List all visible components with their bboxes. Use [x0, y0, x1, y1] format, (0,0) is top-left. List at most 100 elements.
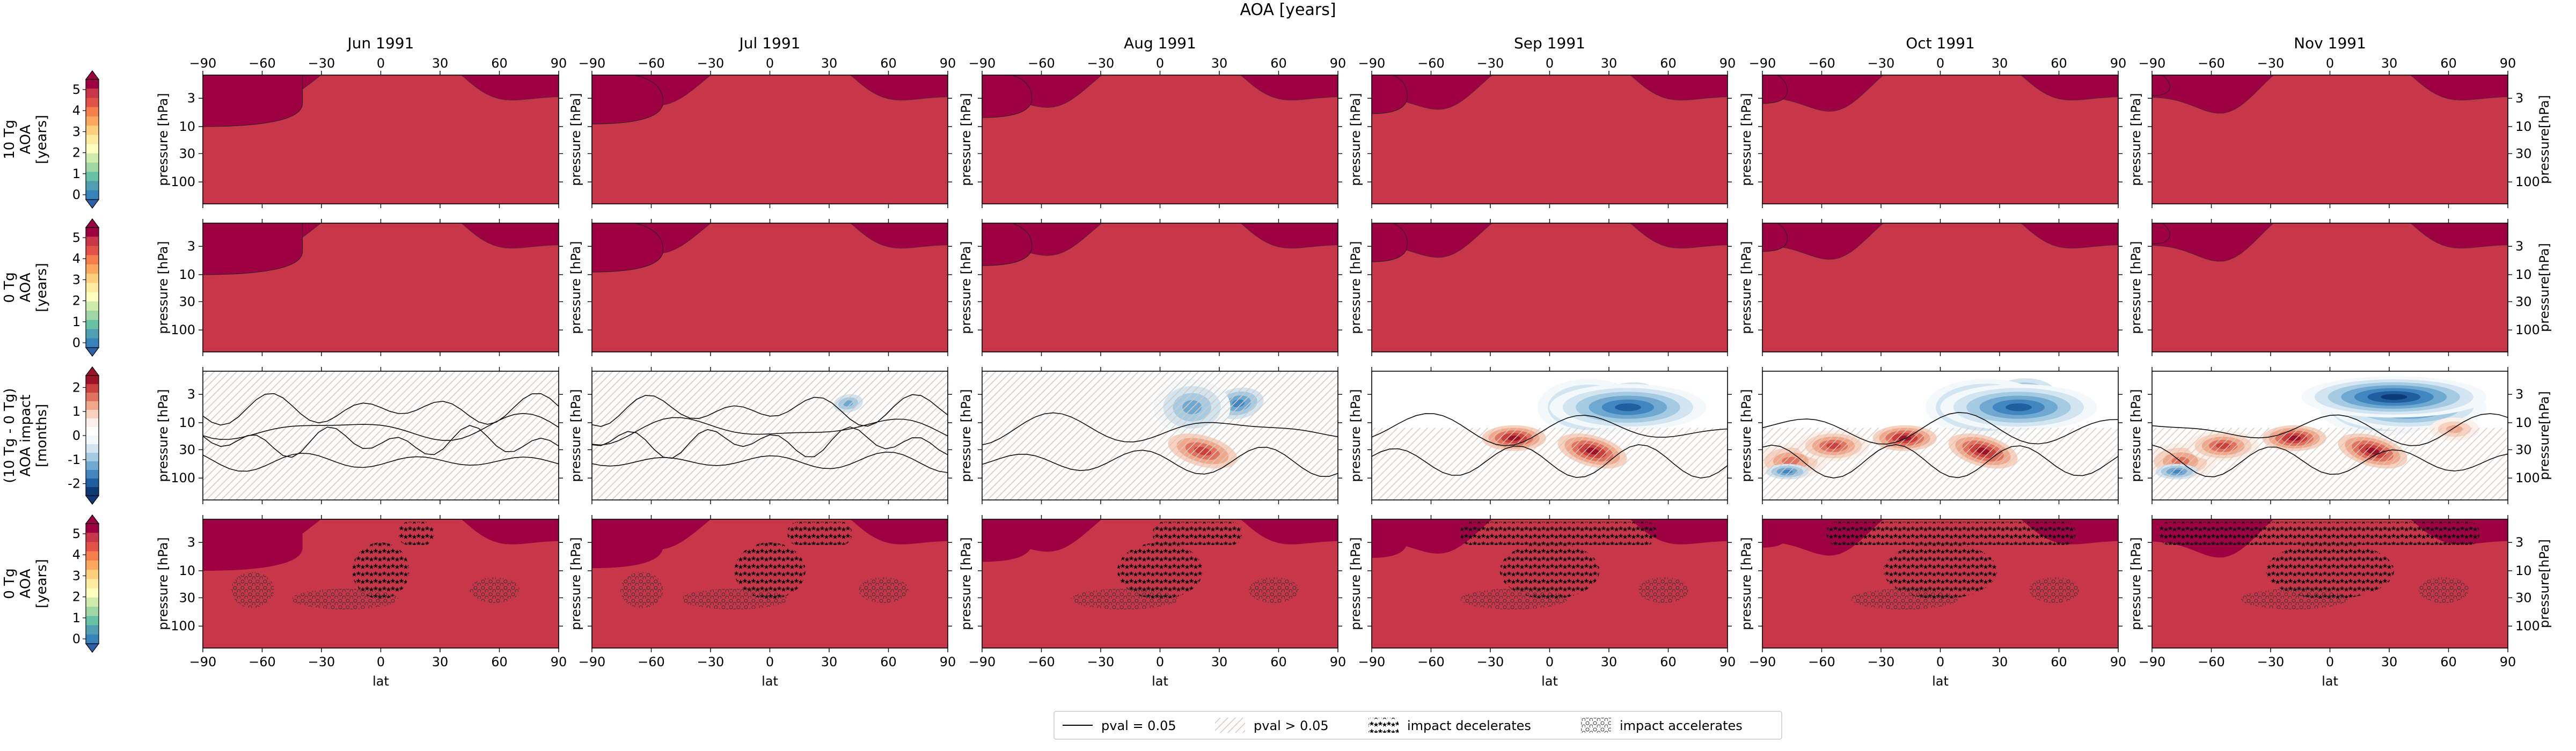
panel-row3-4: pressure [hPa]	[1348, 367, 1732, 504]
x-axis-label: lat	[1152, 674, 1168, 689]
lat-tick-label: 0	[1156, 654, 1164, 669]
y-axis-label: pressure [hPa]	[568, 389, 583, 482]
y-axis-label: pressure [hPa]	[568, 241, 583, 334]
lat-tick-label: 90	[2500, 654, 2516, 669]
pressure-tick-label: 100	[171, 322, 195, 337]
lat-tick-label: 90	[1719, 654, 1736, 669]
lat-tick-label: 90	[940, 56, 956, 71]
colorbar-tick-label: 4	[72, 103, 80, 118]
lat-tick-label: −90	[969, 654, 996, 669]
y-axis-label: pressure [hPa]	[2128, 537, 2143, 630]
y-axis-label: pressure [hPa]	[1739, 537, 1754, 630]
legend-label: impact accelerates	[1620, 718, 1743, 733]
colorbar-tick-label: 4	[72, 547, 80, 562]
legend-item: impact decelerates	[1368, 718, 1531, 733]
x-axis-label: lat	[1932, 674, 1949, 689]
panel-row3-6: 3 10 30 100 pressure [hPa] pressure[hPa]	[2128, 367, 2552, 504]
lat-tick-label: 30	[1211, 56, 1228, 71]
pressure-tick-label: 30	[2515, 442, 2532, 457]
lat-tick-label: 30	[432, 56, 449, 71]
lat-tick-label: 90	[2110, 56, 2127, 71]
y-axis-label: pressure [hPa]	[1348, 389, 1363, 482]
column-title: Oct 1991	[1906, 34, 1975, 52]
colorbar-label: (10 Tg - 0 Tg)AOA impact[months]	[2, 388, 50, 483]
colorbar-tick-label: -2	[68, 476, 80, 491]
colorbar-tick-label: 3	[72, 124, 80, 139]
column-title: Nov 1991	[2294, 34, 2366, 52]
legend-item: impact accelerates	[1581, 718, 1743, 733]
lat-tick-label: −30	[308, 654, 335, 669]
colorbar-label: 0 TgAOA[years]	[2, 263, 50, 312]
pressure-tick-label: 3	[187, 535, 195, 550]
legend-label: impact decelerates	[1407, 718, 1531, 733]
lat-tick-label: −90	[189, 654, 217, 669]
colorbar-row3: -2 -1 0 1 2 (10 Tg - 0 Tg)AOA impact[months]	[2, 366, 100, 505]
pressure-tick-label: 3	[2515, 239, 2523, 254]
panel-row2-6: 3 10 30 100 pressure [hPa] pressure[hPa]	[2128, 219, 2552, 356]
legend-label: pval > 0.05	[1254, 718, 1329, 733]
lat-tick-label: −30	[2257, 654, 2285, 669]
pressure-tick-label: 3	[2515, 535, 2523, 550]
lat-tick-label: −60	[248, 654, 276, 669]
x-axis-label: lat	[2322, 674, 2338, 689]
lat-tick-label: −60	[1808, 56, 1835, 71]
pressure-tick-label: 30	[179, 590, 195, 605]
lat-tick-label: −90	[1358, 654, 1386, 669]
pressure-tick-label: 10	[179, 119, 195, 134]
panel-row4-3: −90 −60 −30 0 30 60 90 pressure [hPa] lat	[958, 515, 1346, 689]
lat-tick-label: −60	[1028, 654, 1055, 669]
pressure-tick-label: 3	[2515, 387, 2523, 402]
lat-tick-label: −90	[1749, 56, 1776, 71]
lat-tick-label: 0	[377, 654, 385, 669]
column-title: Aug 1991	[1124, 34, 1196, 52]
lat-tick-label: 0	[377, 56, 385, 71]
lat-tick-label: −30	[1087, 654, 1115, 669]
lat-tick-label: 60	[1270, 56, 1287, 71]
y-axis-label: pressure [hPa]	[1348, 537, 1363, 630]
legend-item: pval = 0.05	[1063, 718, 1176, 733]
lat-tick-label: 30	[1992, 654, 2008, 669]
panel-row3-3: pressure [hPa]	[958, 367, 1342, 504]
y-axis-label: pressure [hPa]	[2128, 241, 2143, 334]
lat-tick-label: −60	[248, 56, 276, 71]
panel-row1-2: −90 −60 −30 0 30 60 90 pressure [hPa] Jul 1991	[568, 34, 956, 208]
lat-tick-label: 0	[1936, 56, 1944, 71]
colorbar-tick-label: 0	[72, 335, 80, 350]
lat-tick-label: 90	[1330, 654, 1346, 669]
colorbar-label: 10 TgAOA[years]	[2, 115, 50, 164]
panel-row4-2: −90 −60 −30 0 30 60 90 pressure [hPa] lat	[568, 515, 956, 689]
x-axis-label: lat	[762, 674, 778, 689]
y-axis-label: pressure [hPa]	[1739, 93, 1754, 186]
y-axis-label-right: pressure[hPa]	[2537, 243, 2552, 332]
lat-tick-label: −60	[1028, 56, 1055, 71]
legend-label: pval = 0.05	[1101, 718, 1176, 733]
lat-tick-label: 0	[2326, 654, 2334, 669]
y-axis-label-right: pressure[hPa]	[2537, 539, 2552, 628]
column-title: Jul 1991	[738, 34, 801, 52]
pressure-tick-label: 10	[2515, 563, 2532, 578]
pressure-tick-label: 3	[2515, 91, 2523, 106]
y-axis-label: pressure [hPa]	[568, 537, 583, 630]
colorbar-tick-label: 2	[72, 145, 80, 160]
y-axis-label: pressure [hPa]	[2128, 389, 2143, 482]
panel-row1-3: −90 −60 −30 0 30 60 90 pressure [hPa] Aug 1991	[958, 34, 1346, 208]
lat-tick-label: −90	[1358, 56, 1386, 71]
lat-tick-label: 30	[2381, 654, 2398, 669]
lat-tick-label: −60	[1417, 56, 1445, 71]
pressure-tick-label: 3	[187, 387, 195, 402]
x-axis-label: lat	[372, 674, 389, 689]
pressure-tick-label: 30	[2515, 146, 2532, 161]
y-axis-label: pressure [hPa]	[1348, 241, 1363, 334]
pressure-tick-label: 100	[171, 619, 195, 634]
panel-row1-5: −90 −60 −30 0 30 60 90 pressure [hPa] Oct 1991	[1739, 34, 2126, 208]
pressure-tick-label: 100	[2515, 470, 2540, 485]
lat-tick-label: −30	[2257, 56, 2285, 71]
lat-tick-label: −30	[1477, 56, 1504, 71]
pressure-tick-label: 10	[2515, 267, 2532, 282]
lat-tick-label: 90	[551, 56, 567, 71]
legend-swatch-circle-hatch	[1581, 718, 1611, 733]
panel-row1-6: −90 −60 −30 0 30 60 90 3 10 30 100 pressure [hPa] pr…	[2128, 34, 2552, 208]
